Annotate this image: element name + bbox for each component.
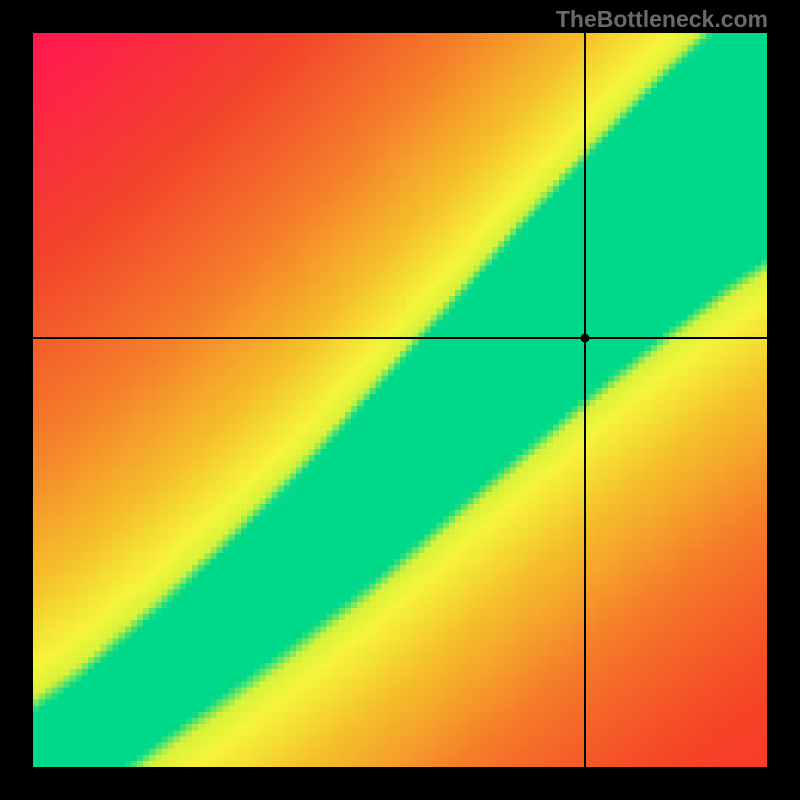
page-root: { "watermark": { "text": "TheBottleneck.…	[0, 0, 800, 800]
crosshair-marker	[581, 333, 590, 342]
heatmap-plot	[33, 33, 767, 767]
crosshair-horizontal	[33, 337, 767, 339]
watermark-text: TheBottleneck.com	[556, 6, 768, 33]
crosshair-vertical	[584, 33, 586, 767]
heatmap-canvas	[33, 33, 767, 767]
